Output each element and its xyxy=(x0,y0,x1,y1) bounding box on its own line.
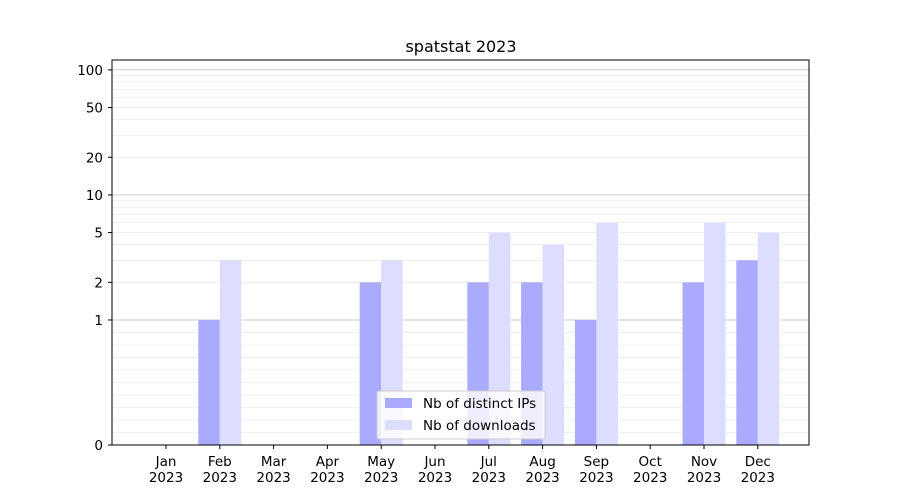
x-tick-label-month: Jan xyxy=(155,454,177,470)
bars xyxy=(198,222,780,445)
x-tick-label-year: 2023 xyxy=(525,470,559,486)
bar-distinct-ips xyxy=(574,319,597,445)
bar-downloads xyxy=(596,222,618,445)
x-tick-label-month: Oct xyxy=(639,454,662,470)
y-tick-label: 2 xyxy=(94,275,103,291)
x-tick-label-month: Jun xyxy=(423,454,445,470)
bar-downloads xyxy=(757,232,780,445)
bar-downloads xyxy=(542,244,565,445)
y-tick-label: 20 xyxy=(86,150,103,166)
x-axis: Jan2023Feb2023Mar2023Apr2023May2023Jun20… xyxy=(149,445,775,486)
plot-frame xyxy=(111,59,810,446)
x-tick-label-month: Feb xyxy=(208,454,232,470)
x-tick-label-month: Mar xyxy=(261,454,287,470)
x-tick-label-year: 2023 xyxy=(472,470,506,486)
x-tick-label-year: 2023 xyxy=(418,470,452,486)
chart-title: spatstat 2023 xyxy=(405,37,516,56)
legend-box xyxy=(376,390,546,440)
x-tick-label-year: 2023 xyxy=(203,470,237,486)
legend-swatch-distinct-ips xyxy=(385,398,412,408)
y-tick-label: 1 xyxy=(94,313,103,329)
x-tick-label-year: 2023 xyxy=(687,470,721,486)
x-tick-label-year: 2023 xyxy=(256,470,290,486)
x-tick-label-year: 2023 xyxy=(310,470,344,486)
x-tick-label-year: 2023 xyxy=(633,470,667,486)
bar-distinct-ips xyxy=(736,260,758,445)
x-tick-label-year: 2023 xyxy=(741,470,775,486)
y-tick-label: 100 xyxy=(77,63,103,79)
x-tick-label-month: May xyxy=(367,454,395,470)
x-tick-label-year: 2023 xyxy=(364,470,398,486)
x-tick-label-year: 2023 xyxy=(579,470,613,486)
legend-label-distinct-ips: Nb of distinct IPs xyxy=(423,396,536,412)
x-tick-label-month: Apr xyxy=(316,454,340,470)
y-tick-label: 0 xyxy=(94,438,103,454)
bar-downloads xyxy=(219,260,242,445)
x-tick-label-month: Nov xyxy=(691,454,717,470)
y-axis: 0 1 2 5 10 20 50 100 xyxy=(77,63,112,454)
bar-distinct-ips xyxy=(682,282,704,445)
x-tick-label-year: 2023 xyxy=(149,470,183,486)
y-tick-label: 10 xyxy=(86,188,103,204)
legend-label-downloads: Nb of downloads xyxy=(423,418,536,434)
x-tick-label-month: Jul xyxy=(480,454,497,470)
bar-distinct-ips xyxy=(198,319,220,445)
x-tick-label-month: Aug xyxy=(529,454,555,470)
x-tick-label-month: Sep xyxy=(584,454,609,470)
x-tick-label-month: Dec xyxy=(745,454,771,470)
y-tick-label: 5 xyxy=(94,226,103,242)
y-tick-label: 50 xyxy=(86,101,103,117)
bar-distinct-ips xyxy=(359,282,382,445)
bar-downloads xyxy=(704,222,726,445)
legend-swatch-downloads xyxy=(385,420,412,430)
legend: Nb of distinct IPs Nb of downloads xyxy=(376,390,546,440)
